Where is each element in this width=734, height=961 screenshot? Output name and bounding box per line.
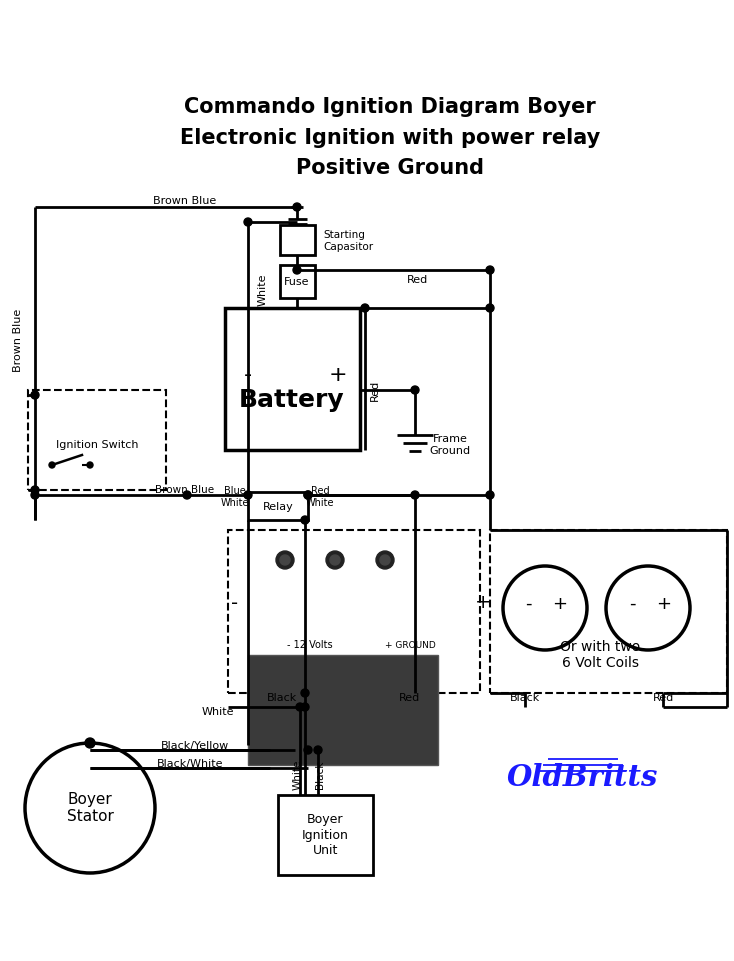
Text: Black/Yellow: Black/Yellow <box>161 741 229 751</box>
Text: Or with two
6 Volt Coils: Or with two 6 Volt Coils <box>560 640 640 670</box>
Circle shape <box>276 551 294 569</box>
Text: Black/White: Black/White <box>157 759 223 769</box>
Circle shape <box>304 746 312 754</box>
Text: Brown Blue: Brown Blue <box>13 308 23 372</box>
Circle shape <box>244 491 252 499</box>
Text: Boyer
Stator: Boyer Stator <box>67 792 114 825</box>
Text: White: White <box>293 760 303 790</box>
Circle shape <box>411 491 419 499</box>
Bar <box>225 308 360 450</box>
Circle shape <box>31 391 39 399</box>
Circle shape <box>326 551 344 569</box>
Text: Blue
White: Blue White <box>221 486 250 507</box>
Text: -: - <box>525 595 531 613</box>
Bar <box>28 390 166 490</box>
Circle shape <box>244 218 252 226</box>
Circle shape <box>376 551 394 569</box>
Text: +: + <box>656 595 672 613</box>
Text: -: - <box>231 594 239 612</box>
Bar <box>490 530 727 693</box>
Circle shape <box>31 491 39 499</box>
Bar <box>248 655 438 765</box>
Circle shape <box>314 746 322 754</box>
Text: Frame
Ground: Frame Ground <box>429 434 470 456</box>
Bar <box>228 530 480 693</box>
Circle shape <box>486 491 494 499</box>
Text: Ignition Switch: Ignition Switch <box>56 440 138 450</box>
Circle shape <box>301 516 309 524</box>
Circle shape <box>301 703 309 711</box>
Circle shape <box>330 555 340 565</box>
Circle shape <box>486 266 494 274</box>
Text: Starting
Capasitor: Starting Capasitor <box>323 231 373 252</box>
Text: OldBritts: OldBritts <box>506 763 658 793</box>
Circle shape <box>280 555 290 565</box>
Circle shape <box>49 462 55 468</box>
Circle shape <box>380 555 390 565</box>
Text: Boyer
Ignition
Unit: Boyer Ignition Unit <box>302 814 349 856</box>
Text: Brown Blue: Brown Blue <box>156 485 214 495</box>
Text: Battery: Battery <box>239 388 345 412</box>
Text: Black: Black <box>267 693 297 703</box>
Text: - 12 Volts: - 12 Volts <box>287 640 333 650</box>
Text: Brown Blue: Brown Blue <box>153 196 217 206</box>
Text: Red: Red <box>399 693 421 703</box>
Text: +: + <box>553 595 567 613</box>
Bar <box>278 795 373 875</box>
Text: +: + <box>475 594 491 612</box>
Circle shape <box>293 203 301 211</box>
Circle shape <box>304 491 312 499</box>
Text: +: + <box>329 365 347 385</box>
Text: Red
White: Red White <box>306 486 334 507</box>
Text: Red: Red <box>653 693 674 703</box>
Text: -: - <box>629 595 635 613</box>
Text: Black: Black <box>510 693 540 703</box>
Circle shape <box>293 266 301 274</box>
Circle shape <box>411 386 419 394</box>
Bar <box>280 265 315 298</box>
Circle shape <box>87 462 93 468</box>
Text: Fuse: Fuse <box>284 277 310 287</box>
Text: -: - <box>244 365 252 385</box>
Text: Positive Ground: Positive Ground <box>296 158 484 178</box>
Text: Red: Red <box>407 275 428 285</box>
Text: Commando Ignition Diagram Boyer: Commando Ignition Diagram Boyer <box>184 97 596 117</box>
Text: Black: Black <box>315 761 325 789</box>
Circle shape <box>486 304 494 312</box>
Text: Electronic Ignition with power relay: Electronic Ignition with power relay <box>180 128 600 148</box>
Circle shape <box>183 491 191 499</box>
Text: White: White <box>258 274 268 307</box>
Circle shape <box>301 689 309 697</box>
Circle shape <box>296 703 304 711</box>
Text: White: White <box>202 707 234 717</box>
Text: + GROUND: + GROUND <box>385 640 436 650</box>
Text: Relay: Relay <box>263 502 294 512</box>
Circle shape <box>361 304 369 312</box>
Circle shape <box>304 491 312 499</box>
Bar <box>280 225 315 255</box>
Bar <box>248 492 308 520</box>
Circle shape <box>31 486 39 494</box>
Text: Red: Red <box>370 380 380 401</box>
Circle shape <box>85 738 95 748</box>
